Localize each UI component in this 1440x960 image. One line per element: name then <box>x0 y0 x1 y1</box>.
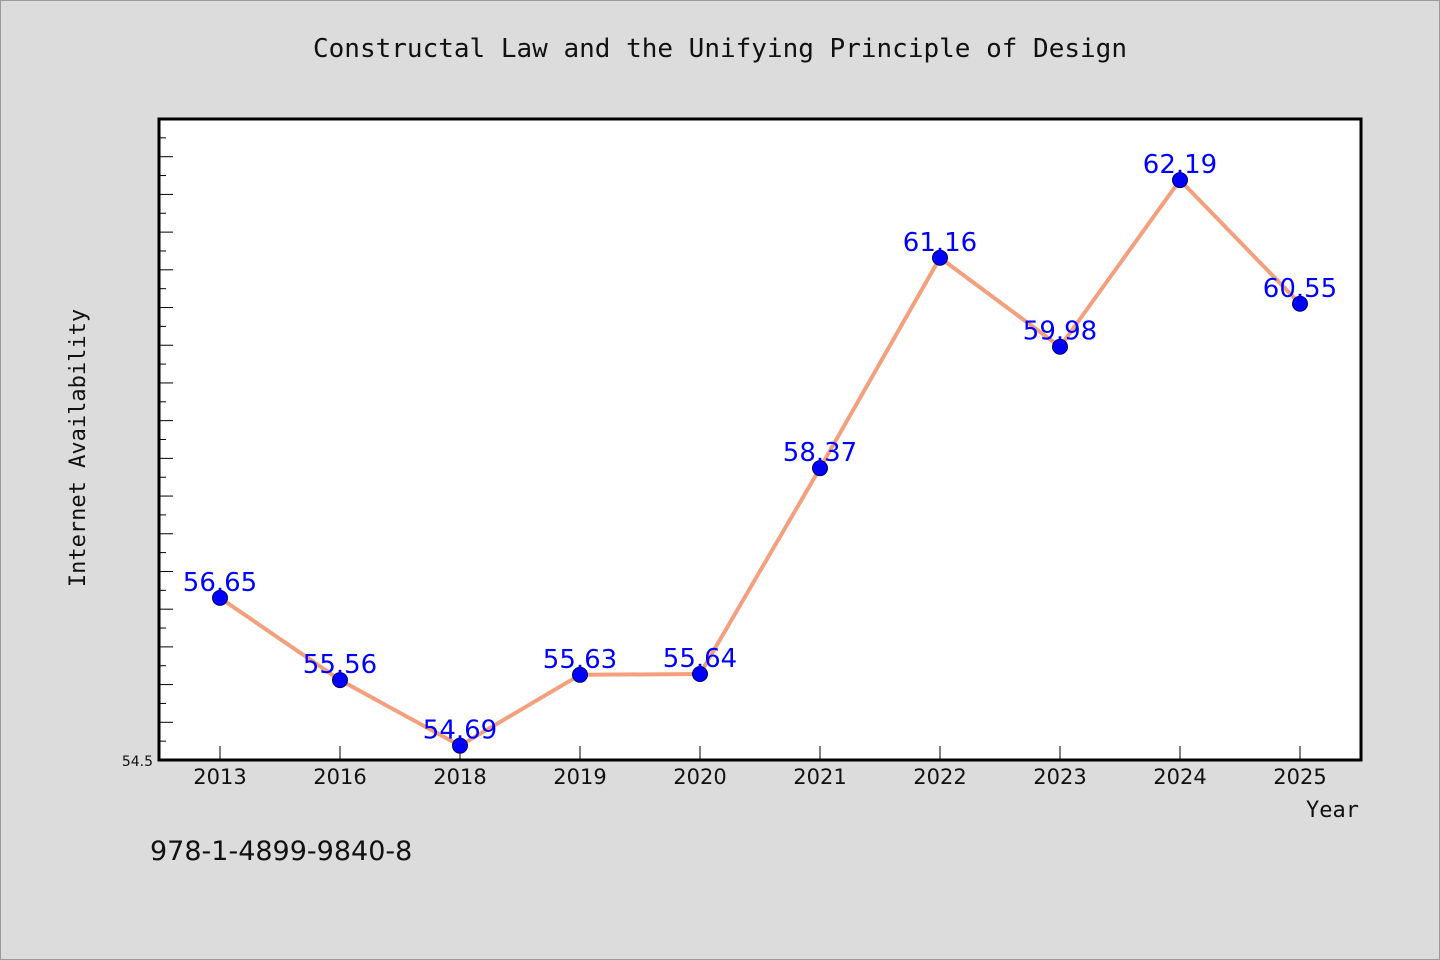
x-axis-title: Year <box>1306 798 1359 823</box>
x-tick-label: 2020 <box>673 765 726 789</box>
data-point <box>1292 295 1308 312</box>
data-point <box>572 666 588 683</box>
data-label: 56.65 <box>183 568 257 598</box>
data-label: 62.19 <box>1143 150 1217 180</box>
plot-area <box>159 119 1361 760</box>
x-tick-label: 2025 <box>1273 765 1326 789</box>
data-label: 55.56 <box>303 650 377 680</box>
data-label: 58.37 <box>783 438 857 468</box>
data-labels: 56.65 55.56 54.69 55.63 55.64 58.37 61.16 59.98… <box>183 150 1337 746</box>
data-points <box>212 172 1308 754</box>
data-label: 61.16 <box>903 228 977 258</box>
y-axis-title: Internet Availability <box>66 309 91 587</box>
x-tick-label: 2013 <box>193 765 246 789</box>
data-point <box>1052 338 1068 355</box>
y-axis-min-label: 54.5 <box>122 754 153 770</box>
data-point <box>332 672 348 689</box>
x-tick-label: 2023 <box>1033 765 1086 789</box>
x-tick-label: 2024 <box>1153 765 1206 789</box>
data-label: 55.64 <box>663 644 737 674</box>
data-point <box>692 666 708 683</box>
x-tick-label: 2021 <box>793 765 846 789</box>
x-tick-label: 2018 <box>433 765 486 789</box>
data-point <box>1172 172 1188 189</box>
x-tick-labels: 2013 2016 2018 2019 2020 2021 2022 2023 2024 2025 <box>193 765 1326 789</box>
isbn-text: 978-1-4899-9840-8 <box>150 836 413 867</box>
data-point <box>812 460 828 477</box>
data-label: 55.63 <box>543 645 617 675</box>
x-tick-label: 2022 <box>913 765 966 789</box>
data-point <box>932 249 948 266</box>
data-label: 59.98 <box>1023 317 1097 347</box>
x-tick-label: 2019 <box>553 765 606 789</box>
x-tick-label: 2016 <box>313 765 366 789</box>
x-axis-ticks <box>219 746 1301 760</box>
data-point <box>452 737 468 754</box>
data-label: 54.69 <box>423 716 497 746</box>
plot-border <box>157 117 1363 762</box>
series-line <box>218 178 1302 748</box>
chart-title: Constructal Law and the Unifying Princip… <box>313 34 1127 64</box>
data-label: 60.55 <box>1263 274 1337 304</box>
data-point <box>212 589 228 606</box>
